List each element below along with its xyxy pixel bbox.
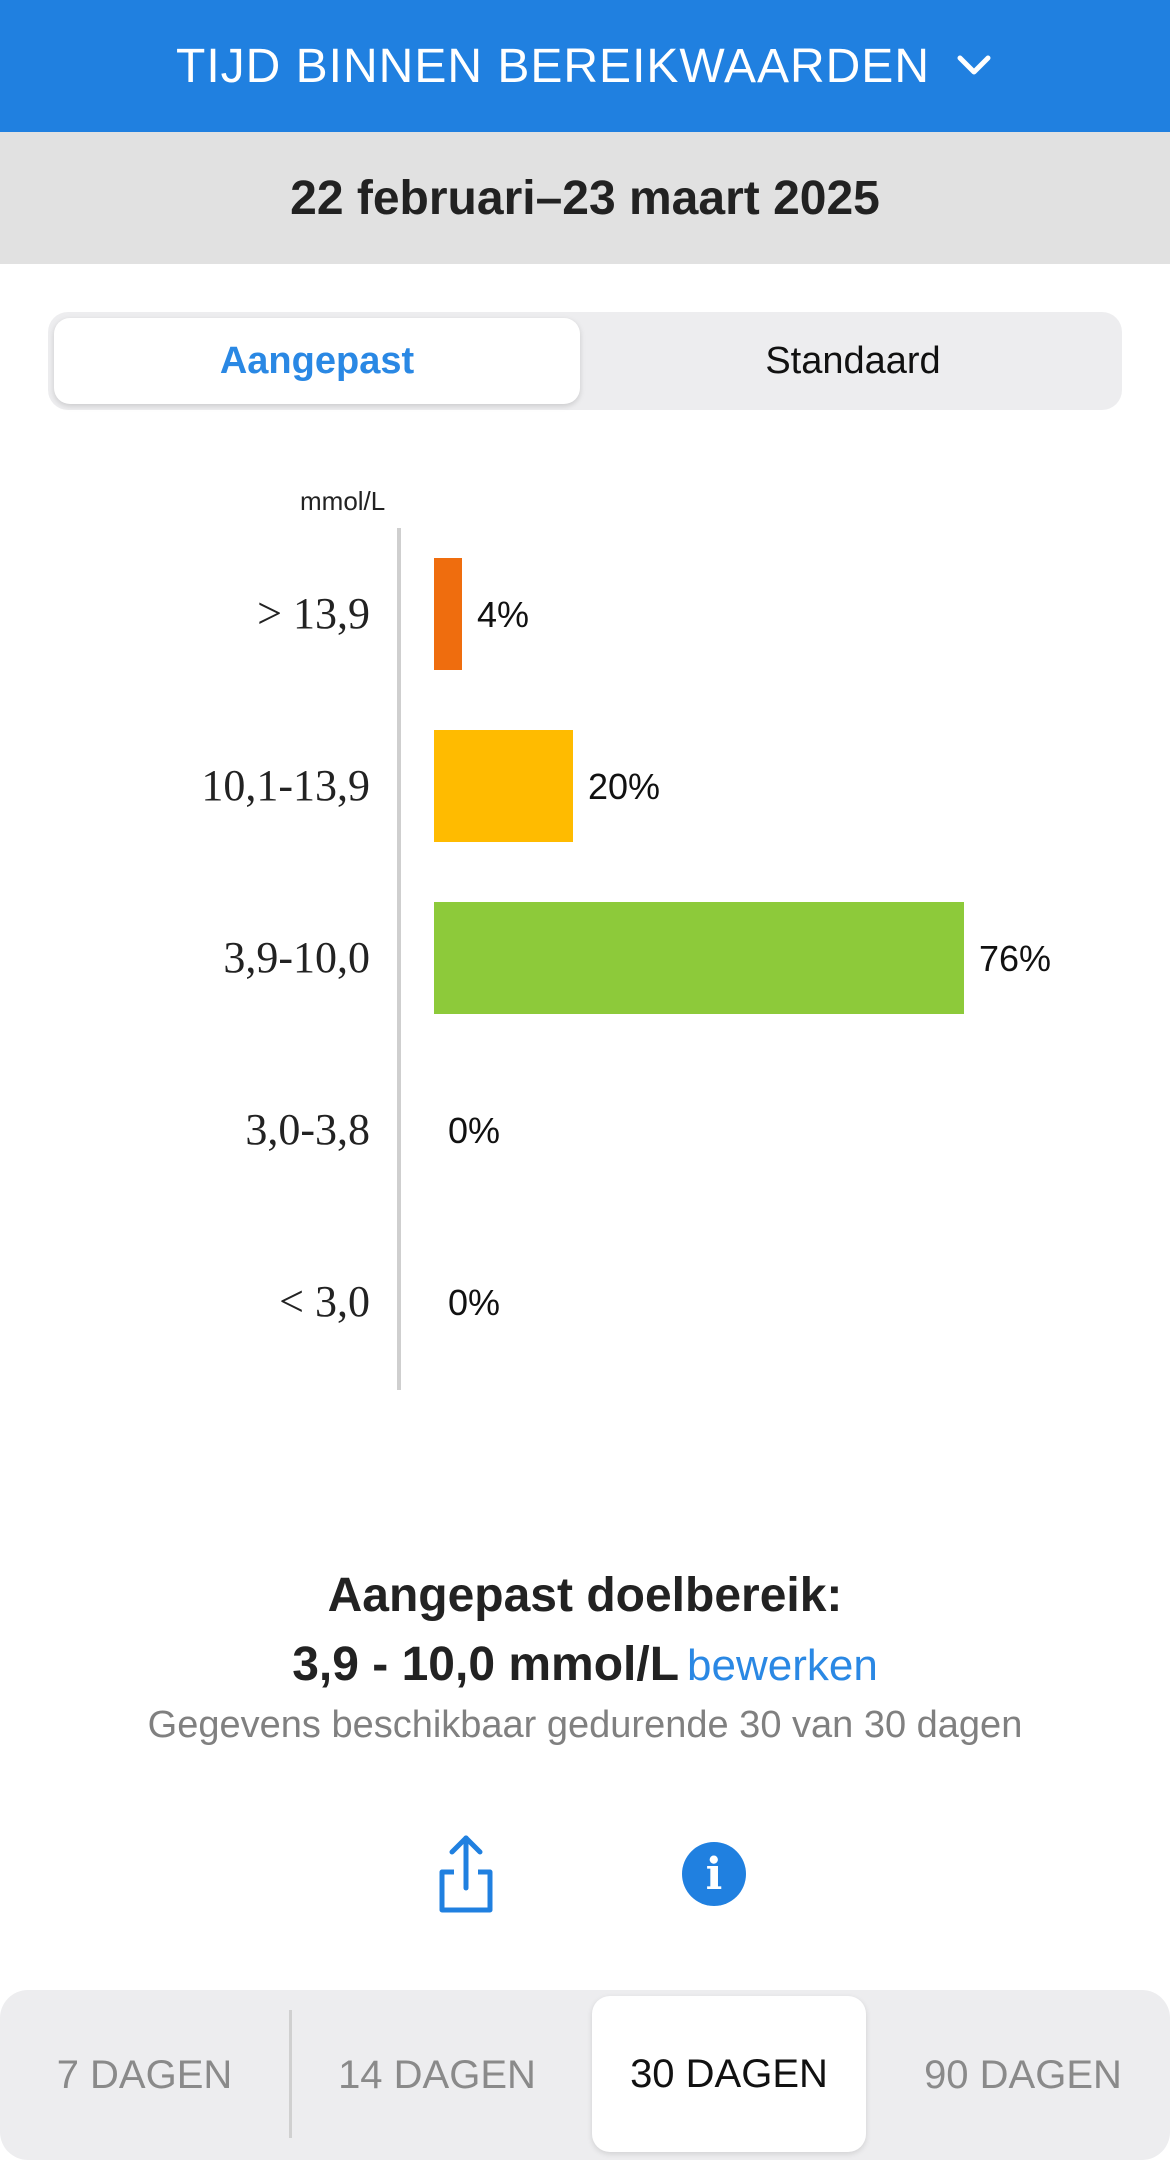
percentage-label: 0% bbox=[448, 1282, 501, 1323]
segment-standaard[interactable]: Standaard bbox=[765, 339, 941, 382]
percentage-label: 76% bbox=[979, 938, 1052, 979]
info-icon[interactable]: i bbox=[682, 1842, 746, 1906]
category-label: > 13,9 bbox=[257, 589, 370, 638]
tab-divider bbox=[289, 2010, 292, 2138]
range-bar bbox=[434, 730, 573, 842]
header-dropdown[interactable]: TIJD BINNEN BEREIKWAARDEN bbox=[0, 0, 1170, 132]
chevron-down-icon bbox=[957, 55, 991, 75]
target-range-heading: Aangepast doelbereik: bbox=[327, 1569, 843, 1622]
category-label: < 3,0 bbox=[279, 1277, 370, 1326]
share-icon[interactable] bbox=[434, 1832, 498, 1916]
chart-unit-label: mmol/L bbox=[300, 486, 386, 516]
time-in-range-chart: mmol/L > 13,9 4% 10,1-13,9 20% 3,9-10,0 76% 3,… bbox=[0, 470, 1170, 1400]
target-range-value-row: 3,9 - 10,0 mmol/L bewerken bbox=[0, 1637, 1170, 1692]
tab-14-dagen[interactable]: 14 DAGEN bbox=[338, 2052, 536, 2097]
tab-7-dagen[interactable]: 7 DAGEN bbox=[56, 2052, 233, 2097]
tab-90-dagen[interactable]: 90 DAGEN bbox=[924, 2052, 1122, 2097]
range-mode-segmented-control: Aangepast Standaard bbox=[48, 312, 1122, 410]
category-label: 3,9-10,0 bbox=[223, 933, 370, 982]
tab-30-dagen[interactable]: 30 DAGEN bbox=[592, 1996, 866, 2152]
date-range-bar: 22 februari–23 maart 2025 bbox=[0, 132, 1170, 264]
edit-target-link[interactable]: bewerken bbox=[687, 1641, 878, 1690]
chart-axis-line bbox=[397, 528, 401, 1390]
target-range-value: 3,9 - 10,0 mmol/L bbox=[292, 1638, 680, 1691]
date-range: 22 februari–23 maart 2025 bbox=[290, 171, 880, 225]
page-title: TIJD BINNEN BEREIKWAARDEN bbox=[176, 39, 930, 93]
range-bar bbox=[434, 902, 964, 1014]
category-label: 10,1-13,9 bbox=[201, 761, 370, 810]
data-availability-text: Gegevens beschikbaar gedurende 30 van 30… bbox=[147, 1704, 1023, 1746]
percentage-label: 4% bbox=[477, 594, 530, 635]
target-range-section: Aangepast doelbereik: 3,9 - 10,0 mmol/L b… bbox=[0, 1568, 1170, 1747]
percentage-label: 0% bbox=[448, 1110, 501, 1151]
percentage-label: 20% bbox=[588, 766, 661, 807]
segment-aangepast[interactable]: Aangepast bbox=[54, 318, 580, 404]
category-label: 3,0-3,8 bbox=[245, 1105, 370, 1154]
range-bar bbox=[434, 558, 462, 670]
period-tab-bar: 7 DAGEN 14 DAGEN 30 DAGEN 90 DAGEN bbox=[0, 1990, 1170, 2160]
